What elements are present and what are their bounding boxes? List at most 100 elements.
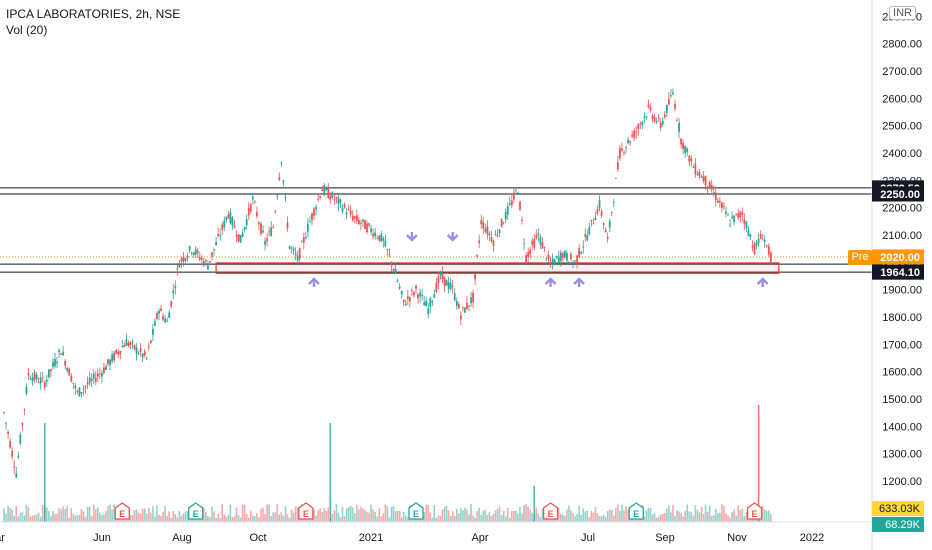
candle-body (66, 367, 69, 372)
volume-bar (158, 514, 160, 522)
volume-bar (704, 504, 707, 522)
candle-body (406, 296, 409, 299)
time-tick-label: 2022 (800, 532, 824, 544)
candle-body (759, 234, 762, 239)
candle-body (466, 302, 468, 309)
candle-body (335, 197, 338, 199)
candle-body (610, 212, 613, 213)
volume-bar (480, 514, 483, 522)
candle-body (657, 117, 660, 119)
price-tick-label: 2700.00 (882, 66, 922, 78)
currency-badge[interactable]: INR (889, 6, 916, 20)
candle-body (735, 213, 738, 215)
volume-bar (586, 510, 589, 522)
volume-bar (610, 509, 613, 522)
volume-bar (572, 513, 574, 522)
volume-bar (670, 512, 672, 522)
volume-indicator-label[interactable]: Vol (20) (6, 23, 48, 37)
candle-body (45, 379, 48, 382)
candle-body (623, 152, 625, 154)
symbol-title[interactable]: IPCA LABORATORIES, 2h, NSE (6, 7, 181, 21)
volume-bar (9, 507, 11, 522)
candle-body (111, 354, 113, 362)
candle-body (484, 229, 487, 232)
candle-body (727, 214, 729, 216)
volume-bar (594, 507, 597, 522)
candle-body (239, 235, 242, 243)
candle-body (13, 466, 16, 468)
candle-body (384, 240, 387, 247)
candle-body (594, 217, 597, 221)
candle-body (659, 122, 662, 128)
candle-body (645, 116, 648, 118)
candle-body (268, 231, 271, 233)
volume-bar (623, 510, 625, 522)
time-axis[interactable]: ar Jun Aug Oct 2021 Apr Jul Sep Nov 2022 (0, 521, 872, 544)
candle-body (292, 248, 295, 251)
candle-body (178, 264, 181, 268)
candle-body (674, 103, 676, 109)
candle-body (655, 121, 658, 123)
volume-bar (596, 513, 599, 522)
candle-body (168, 312, 171, 318)
volume-bar (559, 513, 562, 522)
volume-bar (52, 510, 54, 522)
candle-body (98, 373, 101, 375)
candle-body (651, 115, 654, 119)
volume-bar (580, 514, 582, 522)
candle-body (700, 176, 703, 178)
candle-body (327, 188, 330, 199)
volume-bar (182, 513, 185, 522)
candle-body (500, 218, 503, 227)
candle-body (345, 212, 348, 215)
candle-body (90, 378, 93, 381)
volume-spike (757, 405, 760, 522)
volume-bar (651, 514, 654, 522)
earnings-icon: E (628, 502, 644, 520)
volume-bar (217, 513, 219, 522)
volume-bar (700, 506, 703, 522)
candle-body (394, 268, 397, 274)
candle-body (670, 95, 672, 97)
candle-body (496, 234, 499, 236)
volume-bar (101, 515, 103, 522)
volume-bar (237, 514, 240, 522)
volume-bar (172, 511, 175, 522)
volume-bar (341, 507, 344, 522)
candle-body (402, 299, 405, 303)
candle-body (266, 238, 268, 242)
candle-body (684, 146, 687, 154)
volume-bar (570, 510, 572, 522)
time-tick-label: Jun (93, 532, 111, 544)
candle-body (592, 223, 595, 225)
support-zone-box (215, 262, 780, 274)
volume-bar (608, 509, 611, 522)
volume-bar (680, 512, 682, 522)
candle-body (502, 223, 505, 225)
volume-bar (347, 507, 350, 522)
candle-body (339, 199, 342, 203)
volume-bar (68, 517, 71, 522)
candle-body (211, 252, 213, 257)
candle-body (425, 300, 428, 307)
candle-body (543, 246, 546, 248)
candle-body (470, 297, 472, 304)
candle-body (690, 158, 693, 162)
candle-body (380, 233, 383, 242)
volume-bar (292, 512, 295, 522)
volume-bar (470, 504, 472, 522)
earnings-badge (188, 502, 204, 520)
volume-bar (290, 509, 293, 522)
volume-bar (600, 516, 603, 522)
volume-bar (606, 511, 609, 522)
candle-body (337, 197, 340, 205)
candle-body (712, 192, 715, 194)
volume-bar (431, 517, 434, 522)
candle-body (649, 106, 652, 111)
candle-body (119, 351, 122, 355)
candle-body (702, 176, 705, 181)
volume-bar (592, 512, 595, 522)
price-tick-label: 1800.00 (882, 312, 922, 324)
